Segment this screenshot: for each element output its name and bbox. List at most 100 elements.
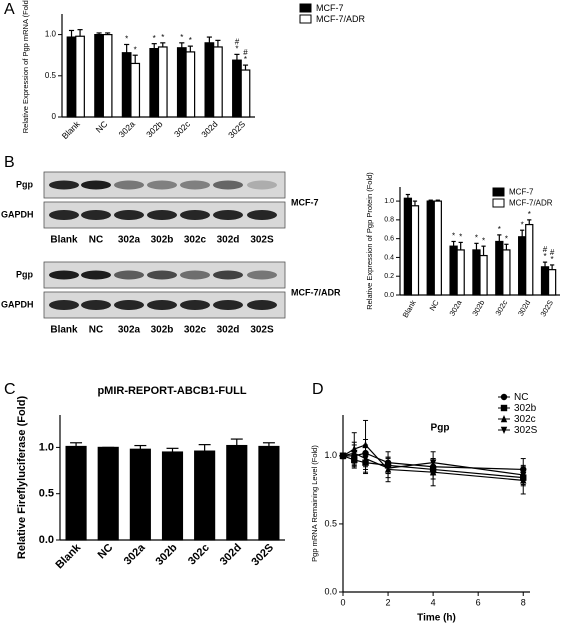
bar xyxy=(213,46,223,118)
y-tick-label: 0.4 xyxy=(384,254,394,261)
marker xyxy=(429,459,437,467)
lane-label: 302S xyxy=(250,235,274,246)
x-tick-label: 302S xyxy=(538,298,555,318)
protein-label: GAPDH xyxy=(1,209,34,219)
marker xyxy=(520,471,527,479)
lane-label: 302c xyxy=(184,235,207,246)
marker xyxy=(351,449,358,458)
bar xyxy=(449,245,458,296)
bar xyxy=(149,48,160,118)
line xyxy=(342,452,524,476)
x-tick-label: 302b xyxy=(470,298,486,317)
y-tick-label: 0.5 xyxy=(324,518,337,528)
x-axis-label: Time (h) xyxy=(417,613,456,624)
x-tick-label: 302b xyxy=(144,119,165,140)
blot-band xyxy=(147,210,177,220)
y-axis-label: Pgp mRNA Remaining Level (Fold) xyxy=(310,445,319,562)
x-tick-label: 2 xyxy=(386,597,391,607)
legend-swatch xyxy=(299,3,312,13)
bar xyxy=(194,450,216,541)
significance-mark: * xyxy=(244,55,247,64)
legend-label: MCF-7/ADR xyxy=(316,14,365,24)
blot-band xyxy=(49,270,79,280)
blot-band xyxy=(114,300,144,310)
blot-band xyxy=(147,300,177,310)
bar xyxy=(502,249,511,296)
x-tick-label: 302d xyxy=(218,542,244,568)
bar xyxy=(94,33,104,118)
blot-band xyxy=(247,180,277,190)
bar xyxy=(518,236,527,296)
bar xyxy=(226,444,248,541)
significance-mark: * xyxy=(452,232,455,241)
significance-mark: # xyxy=(235,37,240,46)
y-tick-label: 0.2 xyxy=(384,273,394,280)
bar xyxy=(65,445,87,541)
significance-mark: * xyxy=(125,35,128,44)
bar xyxy=(240,69,251,118)
legend-label: MCF-7 xyxy=(316,3,344,13)
x-tick-label: 302c xyxy=(186,542,212,568)
bar xyxy=(258,445,280,541)
bar xyxy=(204,42,215,118)
significance-mark: * xyxy=(153,34,156,43)
marker xyxy=(500,426,508,434)
bar xyxy=(66,36,77,118)
x-tick-label: 302a xyxy=(447,298,464,318)
lane-label: 302a xyxy=(118,325,141,336)
x-tick-label: 302b xyxy=(153,541,179,567)
x-tick-label: 302d xyxy=(199,119,220,140)
panel-letter: B xyxy=(4,154,15,171)
legend-label: 302b xyxy=(514,403,537,414)
lane-label: Blank xyxy=(50,325,78,336)
bar xyxy=(479,254,488,296)
significance-mark: # xyxy=(550,248,555,257)
significance-mark: * xyxy=(482,236,485,245)
blot-band xyxy=(180,270,210,280)
blot-band xyxy=(147,270,177,280)
x-tick-label: NC xyxy=(96,542,116,562)
significance-mark: * xyxy=(180,33,183,42)
legend-swatch xyxy=(299,14,312,24)
x-tick-label: 302c xyxy=(493,298,509,317)
y-tick-label: 0.5 xyxy=(39,488,54,500)
bar xyxy=(472,249,481,296)
bar xyxy=(157,46,168,118)
blot-band xyxy=(180,180,210,190)
bar xyxy=(161,451,184,541)
x-tick-label: 302S xyxy=(249,542,276,569)
bar xyxy=(75,35,85,118)
x-tick-label: 302a xyxy=(122,541,148,567)
blot-band xyxy=(213,180,243,190)
blot-band xyxy=(81,300,111,310)
blot-band xyxy=(114,270,144,280)
bar xyxy=(426,200,435,296)
legend-label: NC xyxy=(514,392,528,403)
y-tick-label: 1.0 xyxy=(324,450,337,460)
blot-band xyxy=(213,300,243,310)
legend-label: MCF-7/ADR xyxy=(509,199,553,208)
y-tick-label: 1.0 xyxy=(384,198,394,205)
lane-label: 302b xyxy=(151,325,174,336)
marker xyxy=(362,455,369,463)
bar xyxy=(130,62,141,118)
blot-band xyxy=(114,180,144,190)
y-axis-label: Relative Expression of Pgp Protein (Fold… xyxy=(365,172,374,310)
y-tick-label: 0.0 xyxy=(39,534,54,546)
significance-mark: * xyxy=(459,233,462,242)
lane-label: 302c xyxy=(184,325,207,336)
panel-letter: C xyxy=(4,381,16,398)
bar xyxy=(525,223,534,296)
x-tick-label: 4 xyxy=(431,597,436,607)
protein-label: Pgp xyxy=(16,269,34,279)
chart-title: Pgp xyxy=(431,423,450,434)
x-tick-label: 302c xyxy=(172,118,193,139)
x-tick-label: 8 xyxy=(521,597,526,607)
blot-band xyxy=(81,270,111,280)
y-tick-label: 0.6 xyxy=(384,235,394,242)
bar xyxy=(185,51,196,118)
lane-label: 302a xyxy=(118,235,141,246)
bar xyxy=(232,59,242,118)
y-axis-label: Relative Expression of Pgp mRNA (Fold) xyxy=(21,0,30,133)
